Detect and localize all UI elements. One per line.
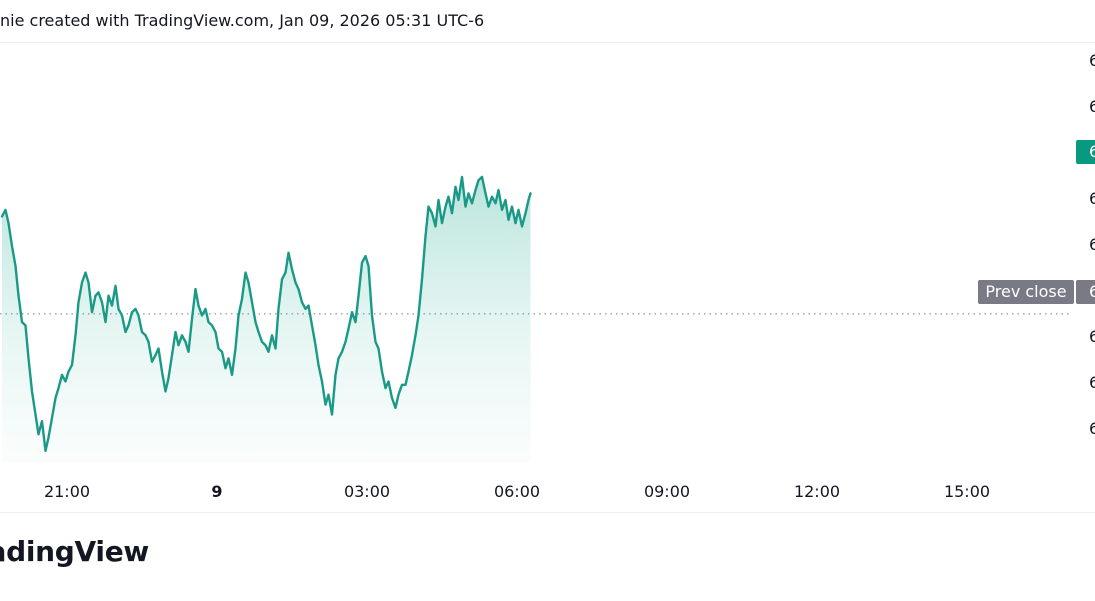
y-tick-label: 6 xyxy=(1089,419,1095,438)
x-tick-label: 9 xyxy=(211,482,222,501)
area-fill xyxy=(2,176,531,462)
x-tick-label: 09:00 xyxy=(644,482,690,501)
x-axis: 21:00 9 03:00 06:00 09:00 12:00 15:00 xyxy=(44,482,990,501)
prev-close-price-badge: 6 xyxy=(1076,280,1095,304)
x-tick-label: 03:00 xyxy=(344,482,390,501)
x-tick-label: 12:00 xyxy=(794,482,840,501)
series-line xyxy=(0,175,532,452)
y-tick-label: 6 xyxy=(1089,373,1095,392)
y-axis: 6 6 6 6 6 6 6 xyxy=(1089,51,1095,438)
tradingview-logo: radingView xyxy=(0,535,149,568)
prev-close-label: Prev close xyxy=(978,280,1074,304)
y-tick-label: 6 xyxy=(1089,327,1095,346)
x-tick-label: 06:00 xyxy=(494,482,540,501)
footer: radingView xyxy=(0,512,1095,601)
chart-caption: nie created with TradingView.com, Jan 09… xyxy=(0,11,485,30)
x-tick-label: 21:00 xyxy=(44,482,90,501)
last-price-badge: 6 xyxy=(1076,140,1095,164)
y-tick-label: 6 xyxy=(1089,51,1095,70)
x-tick-label: 15:00 xyxy=(944,482,990,501)
header-bar: nie created with TradingView.com, Jan 09… xyxy=(0,0,1095,43)
price-chart[interactable]: 21:00 9 03:00 06:00 09:00 12:00 15:00 6 6 6 6 6 6 6 xyxy=(0,42,1095,512)
y-tick-label: 6 xyxy=(1089,97,1095,116)
y-tick-label: 6 xyxy=(1089,189,1095,208)
y-tick-label: 6 xyxy=(1089,235,1095,254)
